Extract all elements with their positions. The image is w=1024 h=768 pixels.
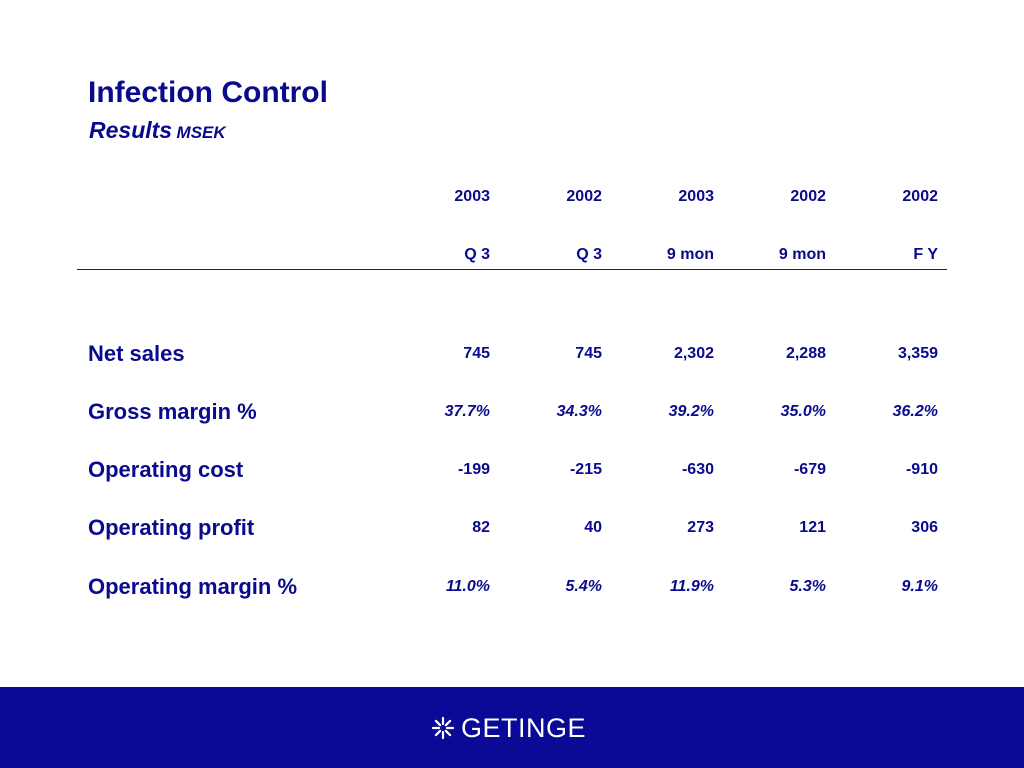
column-period: Q 3 (576, 246, 602, 263)
row-label: Net sales (88, 341, 185, 366)
table-row-operating-cost: Operating cost -199 -215 -630 -679 -910 (0, 454, 1024, 486)
table-cell: 11.0% (445, 578, 490, 595)
table-cell: 3,359 (897, 345, 938, 362)
table-row-net-sales: Net sales 745 745 2,302 2,288 3,359 (0, 338, 1024, 370)
column-year: 2003 (678, 188, 714, 205)
table-row-operating-profit: Operating profit 82 40 273 121 306 (0, 512, 1024, 544)
table-cell: 11.9% (669, 578, 714, 595)
table-cell: 273 (687, 519, 714, 536)
column-year: 2003 (454, 188, 490, 205)
table-cell: 40 (584, 519, 602, 536)
table-cell: 34.3% (556, 403, 602, 420)
column-year-row: 2003 2002 2003 2002 2002 (0, 185, 1024, 209)
unit-label: MSEK (176, 123, 226, 142)
table-cell: 745 (463, 345, 490, 362)
table-cell: -630 (681, 461, 714, 478)
table-cell: 35.0% (780, 403, 826, 420)
getinge-star-icon (431, 716, 455, 740)
row-label: Operating margin % (88, 574, 298, 599)
table-cell: 36.2% (892, 403, 938, 420)
table-cell: 9.1% (901, 578, 938, 595)
table-row-gross-margin: Gross margin % 37.7% 34.3% 39.2% 35.0% 3… (0, 396, 1024, 428)
column-year: 2002 (790, 188, 826, 205)
table-cell: 2,302 (673, 345, 714, 362)
slide-subtitle: Results MSEK (89, 115, 226, 149)
slide-title: Infection Control (88, 76, 328, 109)
table-cell: 306 (911, 519, 938, 536)
table-cell: 2,288 (785, 345, 826, 362)
table-cell: 39.2% (668, 403, 714, 420)
column-period: Q 3 (464, 246, 490, 263)
table-cell: -199 (457, 461, 490, 478)
column-period: 9 mon (778, 246, 826, 263)
row-label: Gross margin % (88, 399, 257, 424)
table-cell: 5.3% (789, 578, 826, 595)
table-cell: 82 (472, 519, 490, 536)
getinge-logo: GETINGE (431, 712, 586, 744)
column-period-row: Q 3 Q 3 9 mon 9 mon F Y (0, 243, 1024, 267)
table-row-operating-margin: Operating margin % 11.0% 5.4% 11.9% 5.3%… (0, 571, 1024, 603)
table-cell: -215 (569, 461, 602, 478)
table-cell: -679 (793, 461, 826, 478)
table-cell: 121 (799, 519, 826, 536)
table-cell: 37.7% (444, 403, 490, 420)
row-label: Operating profit (88, 515, 255, 540)
table-cell: -910 (905, 461, 938, 478)
column-period: 9 mon (666, 246, 714, 263)
table-cell: 745 (575, 345, 602, 362)
column-year: 2002 (902, 188, 938, 205)
header-divider (77, 269, 947, 270)
column-period: F Y (913, 246, 938, 263)
table-cell: 5.4% (565, 578, 602, 595)
logo-wordmark: GETINGE (461, 713, 587, 743)
row-label: Operating cost (88, 457, 244, 482)
column-year: 2002 (566, 188, 602, 205)
subtitle-label: Results (89, 117, 173, 143)
footer-bar: GETINGE (0, 687, 1024, 768)
